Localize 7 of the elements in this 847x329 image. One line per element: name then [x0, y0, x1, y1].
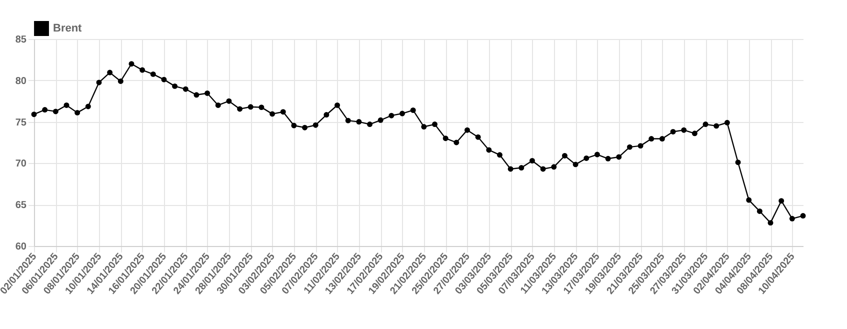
y-tick-label: 80 [15, 76, 27, 87]
y-tick-label: 75 [15, 117, 27, 128]
y-tick-label: 85 [15, 34, 27, 46]
y-tick-label: 60 [15, 242, 27, 252]
y-tick-label: 70 [15, 158, 27, 170]
y-tick-label: 65 [15, 200, 27, 212]
legend-label: Brent [53, 22, 82, 34]
